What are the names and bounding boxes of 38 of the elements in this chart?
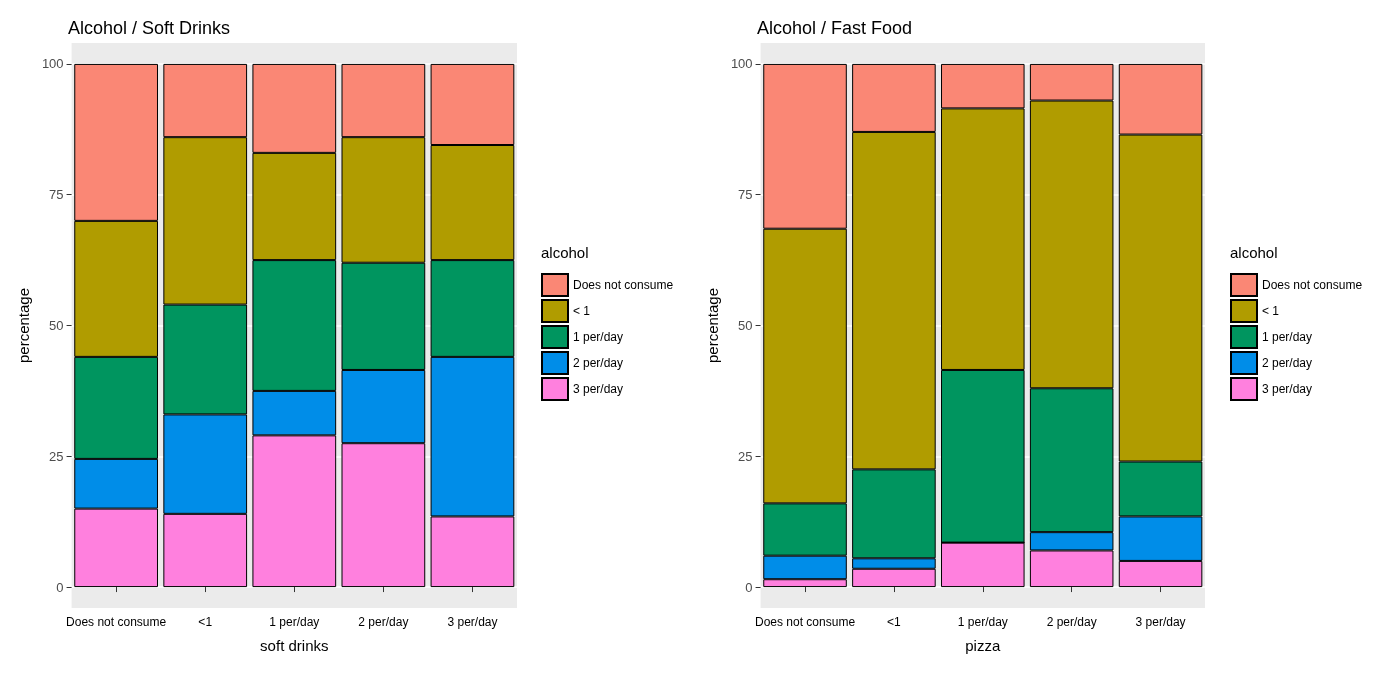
- legend-label: Does not consume: [573, 278, 674, 292]
- x-tick-label: 3 per/day: [1135, 615, 1186, 629]
- legend-label: < 1: [1262, 304, 1280, 318]
- x-tick-label: Does not consume: [755, 615, 856, 629]
- chart-title: Alcohol / Fast Food: [757, 18, 913, 38]
- x-tick-label: 3 per/day: [447, 615, 498, 629]
- y-tick-label: 100: [41, 56, 64, 72]
- y-tick-label: 75: [738, 187, 753, 203]
- legend-label: < 1: [573, 304, 591, 318]
- x-axis-title: pizza: [965, 637, 1001, 654]
- y-tick-label: 50: [49, 318, 64, 333]
- x-tick-label: 2 per/day: [1046, 615, 1097, 629]
- y-tick-label: 25: [49, 448, 64, 464]
- y-tick-label: 0: [56, 579, 64, 595]
- x-axis-title: soft drinks: [260, 637, 329, 654]
- y-tick-label: 100: [730, 56, 753, 72]
- y-tick-label: 25: [738, 448, 753, 464]
- x-tick-label: <1: [887, 615, 902, 629]
- x-tick-label: 1 per/day: [957, 615, 1008, 629]
- legend-label: 3 per/day: [573, 382, 624, 396]
- legend-title: alcohol: [1230, 244, 1278, 261]
- y-axis-title: percentage: [15, 287, 32, 364]
- y-axis-title: percentage: [704, 287, 721, 364]
- legend-label: 1 per/day: [1262, 330, 1313, 344]
- legend-label: 2 per/day: [573, 356, 624, 370]
- chart-title: Alcohol / Soft Drinks: [68, 18, 231, 38]
- x-tick-label: Does not consume: [66, 615, 167, 629]
- legend-label: 3 per/day: [1262, 382, 1313, 396]
- y-tick-label: 50: [738, 318, 753, 333]
- legend-label: 2 per/day: [1262, 356, 1313, 370]
- legend-label: 1 per/day: [573, 330, 624, 344]
- x-tick-label: <1: [198, 615, 213, 629]
- legend-label: Does not consume: [1262, 278, 1363, 292]
- y-tick-label: 75: [49, 187, 64, 203]
- x-tick-label: 1 per/day: [269, 615, 320, 629]
- x-tick-label: 2 per/day: [358, 615, 409, 629]
- legend-title: alcohol: [541, 244, 589, 261]
- y-tick-label: 0: [745, 579, 753, 595]
